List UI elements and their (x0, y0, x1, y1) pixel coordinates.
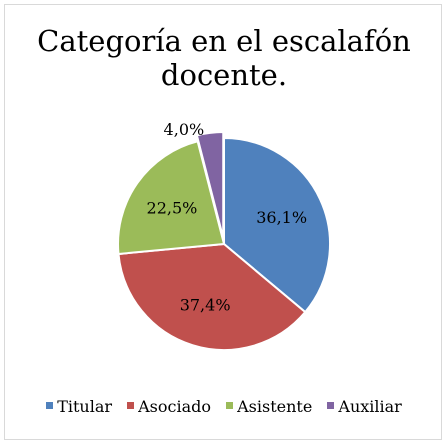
pie-slice-asociado (117, 242, 307, 351)
chart-legend: Titular Asociado Asistente Auxiliar (0, 397, 448, 416)
legend-item-auxiliar: Auxiliar (327, 397, 402, 416)
legend-swatch-titular (46, 402, 54, 409)
data-label-asistente: 22,5% (147, 198, 198, 217)
legend-item-titular: Titular (46, 397, 112, 416)
data-label-auxiliar: 4,0% (164, 120, 205, 139)
legend-label-titular: Titular (57, 397, 113, 416)
data-label-titular: 36,1% (256, 208, 307, 227)
legend-label-asociado: Asociado (138, 397, 211, 416)
legend-swatch-asistente (226, 402, 234, 409)
legend-item-asistente: Asistente (226, 397, 312, 416)
pie-slice-asistente (117, 140, 226, 256)
legend-label-auxiliar: Auxiliar (338, 397, 402, 416)
legend-item-asociado: Asociado (127, 397, 211, 416)
data-label-asociado: 37,4% (180, 296, 231, 315)
legend-swatch-auxiliar (327, 402, 335, 409)
chart-title: Categoría en el escalafón docente. (37, 24, 411, 92)
pie-slice-titular (223, 136, 331, 314)
legend-label-asistente: Asistente (237, 397, 313, 416)
legend-swatch-asociado (127, 402, 135, 409)
pie-slice-auxiliar (195, 131, 225, 239)
